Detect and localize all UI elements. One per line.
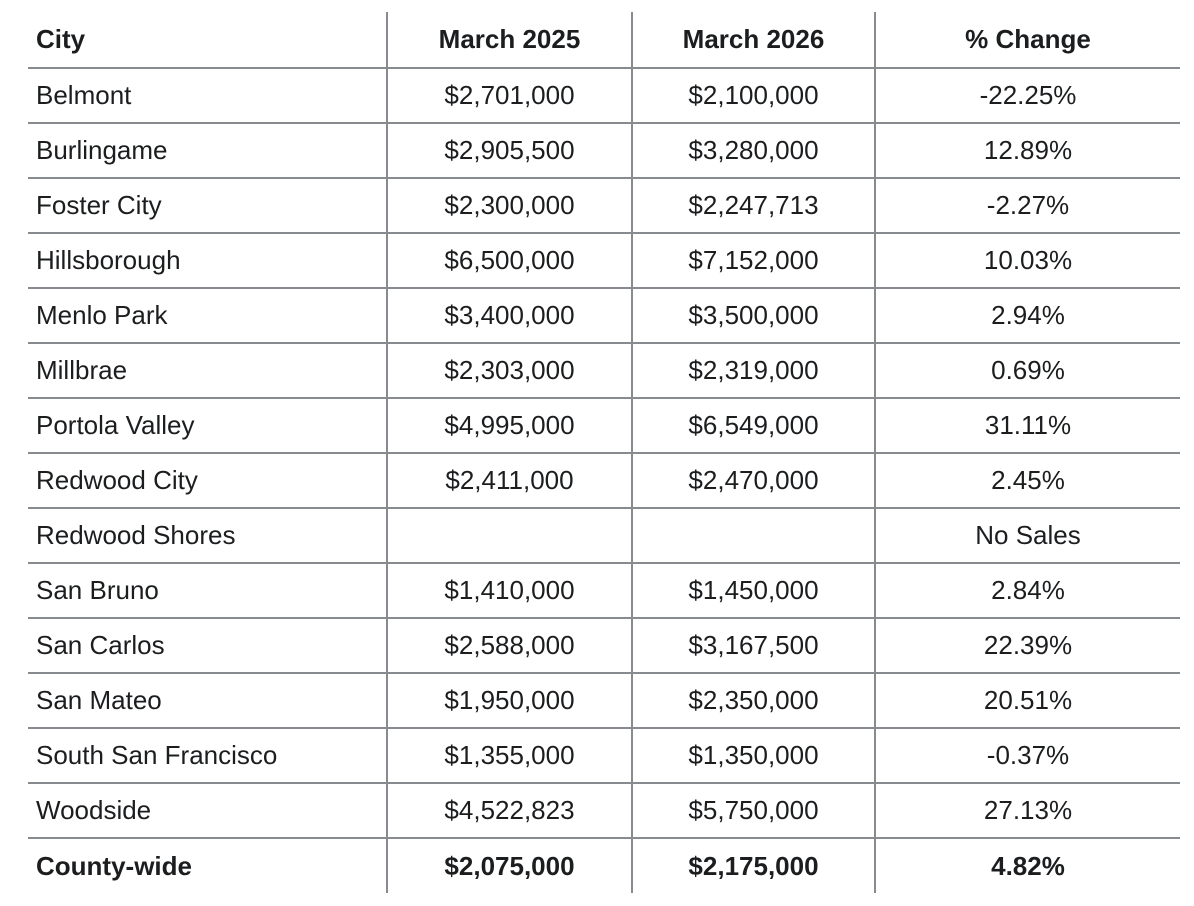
cell-march-2025: $2,588,000 [386, 618, 632, 674]
cell-city: Burlingame [28, 123, 387, 179]
cell-city: Foster City [28, 178, 387, 234]
cell-percent-change: -0.37% [874, 728, 1180, 784]
table-row: Menlo Park $3,400,000 $3,500,000 2.94% [28, 288, 1180, 344]
table-row: San Mateo $1,950,000 $2,350,000 20.51% [28, 673, 1180, 729]
cell-city: Hillsborough [28, 233, 387, 289]
cell-march-2025: $2,303,000 [386, 343, 632, 399]
cell-march-2026: $1,450,000 [631, 563, 875, 619]
table-row: Burlingame $2,905,500 $3,280,000 12.89% [28, 123, 1180, 179]
cell-city: San Mateo [28, 673, 387, 729]
cell-march-2026: $2,470,000 [631, 453, 875, 509]
cell-march-2026: $2,247,713 [631, 178, 875, 234]
cell-march-2026: $7,152,000 [631, 233, 875, 289]
cell-city: Millbrae [28, 343, 387, 399]
cell-march-2025: $1,355,000 [386, 728, 632, 784]
cell-march-2025: $3,400,000 [386, 288, 632, 344]
cell-march-2025: $2,075,000 [386, 838, 632, 893]
cell-city: Menlo Park [28, 288, 387, 344]
col-header-percent-change: % Change [874, 12, 1180, 69]
table-row: Hillsborough $6,500,000 $7,152,000 10.03… [28, 233, 1180, 289]
cell-march-2026: $3,500,000 [631, 288, 875, 344]
header-row: City March 2025 March 2026 % Change [28, 12, 1180, 69]
table-row: Redwood Shores No Sales [28, 508, 1180, 564]
cell-march-2025: $2,701,000 [386, 68, 632, 124]
cell-city: San Bruno [28, 563, 387, 619]
cell-march-2026: $2,350,000 [631, 673, 875, 729]
table-row: San Carlos $2,588,000 $3,167,500 22.39% [28, 618, 1180, 674]
cell-march-2026: $3,167,500 [631, 618, 875, 674]
cell-city: San Carlos [28, 618, 387, 674]
cell-march-2026: $3,280,000 [631, 123, 875, 179]
cell-percent-change: 12.89% [874, 123, 1180, 179]
table-row: Woodside $4,522,823 $5,750,000 27.13% [28, 783, 1180, 839]
table-row: South San Francisco $1,355,000 $1,350,00… [28, 728, 1180, 784]
cell-march-2026: $6,549,000 [631, 398, 875, 454]
cell-percent-change: 4.82% [874, 838, 1180, 893]
table-row: Portola Valley $4,995,000 $6,549,000 31.… [28, 398, 1180, 454]
table-row: Foster City $2,300,000 $2,247,713 -2.27% [28, 178, 1180, 234]
cell-march-2025: $2,905,500 [386, 123, 632, 179]
table-row: Belmont $2,701,000 $2,100,000 -22.25% [28, 68, 1180, 124]
cell-percent-change: -22.25% [874, 68, 1180, 124]
cell-percent-change: No Sales [874, 508, 1180, 564]
cell-march-2025: $1,410,000 [386, 563, 632, 619]
cell-march-2025 [386, 508, 632, 564]
cell-march-2026: $1,350,000 [631, 728, 875, 784]
cell-city: Portola Valley [28, 398, 387, 454]
cell-march-2026 [631, 508, 875, 564]
cell-percent-change: 2.94% [874, 288, 1180, 344]
cell-march-2025: $4,995,000 [386, 398, 632, 454]
cell-city: South San Francisco [28, 728, 387, 784]
cell-percent-change: 2.84% [874, 563, 1180, 619]
col-header-city: City [28, 12, 387, 69]
cell-percent-change: 20.51% [874, 673, 1180, 729]
cell-march-2026: $5,750,000 [631, 783, 875, 839]
table-row: Millbrae $2,303,000 $2,319,000 0.69% [28, 343, 1180, 399]
col-header-march-2025: March 2025 [386, 12, 632, 69]
cell-city: Redwood City [28, 453, 387, 509]
cell-city: Woodside [28, 783, 387, 839]
cell-march-2025: $2,411,000 [386, 453, 632, 509]
cell-city: Belmont [28, 68, 387, 124]
cell-city: County-wide [36, 850, 192, 881]
cell-percent-change: 31.11% [874, 398, 1180, 454]
cell-march-2026: $2,175,000 [631, 838, 875, 893]
cell-percent-change: 10.03% [874, 233, 1180, 289]
median-price-table: City March 2025 March 2026 % Change Belm… [28, 12, 1180, 893]
cell-march-2025: $6,500,000 [386, 233, 632, 289]
table-body: Belmont $2,701,000 $2,100,000 -22.25% Bu… [28, 68, 1180, 893]
table-row: Redwood City $2,411,000 $2,470,000 2.45% [28, 453, 1180, 509]
table-row: County-wide $2,075,000 $2,175,000 4.82% [28, 838, 1180, 893]
cell-percent-change: -2.27% [874, 178, 1180, 234]
cell-city: Redwood Shores [28, 508, 387, 564]
cell-march-2025: $4,522,823 [386, 783, 632, 839]
cell-percent-change: 2.45% [874, 453, 1180, 509]
cell-march-2026: $2,100,000 [631, 68, 875, 124]
table-row: San Bruno $1,410,000 $1,450,000 2.84% [28, 563, 1180, 619]
cell-march-2025: $1,950,000 [386, 673, 632, 729]
cell-march-2026: $2,319,000 [631, 343, 875, 399]
cell-march-2025: $2,300,000 [386, 178, 632, 234]
col-header-march-2026: March 2026 [631, 12, 875, 69]
cell-percent-change: 27.13% [874, 783, 1180, 839]
cell-percent-change: 22.39% [874, 618, 1180, 674]
cell-percent-change: 0.69% [874, 343, 1180, 399]
